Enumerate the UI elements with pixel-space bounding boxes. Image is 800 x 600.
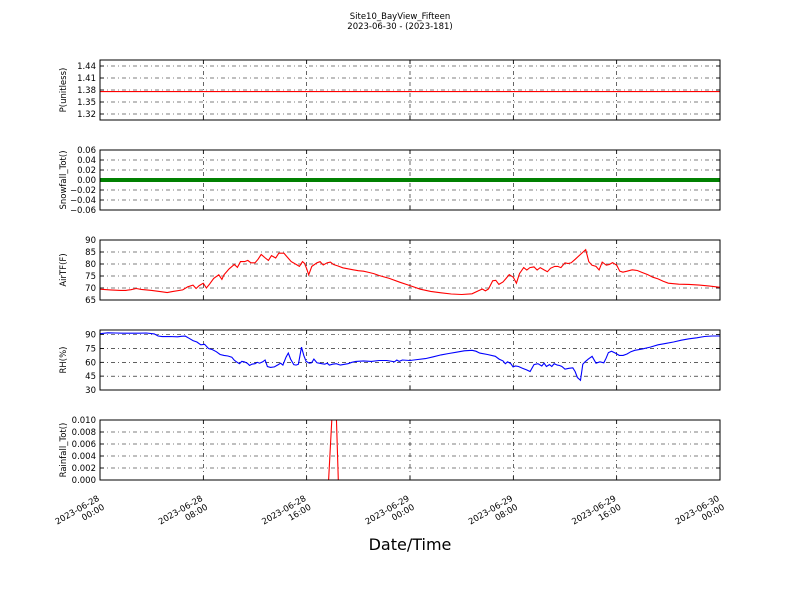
axes-frame (99, 419, 721, 481)
panels: 1.321.351.381.411.44P(unitless)−0.06−0.0… (59, 59, 721, 486)
y-tick-label: −0.04 (70, 196, 96, 206)
x-tick-label: 2023-06-2800:00 (54, 494, 107, 536)
y-tick-label: 0.008 (72, 428, 96, 438)
y-tick-label: 0.002 (72, 464, 96, 474)
panel-rainfall: 0.000 0.002 0.004 0.006 0.008 0.010Rainfall_T… (59, 416, 721, 486)
y-tick-label: −0.02 (70, 186, 96, 196)
axes-frame (99, 239, 721, 301)
y-tick-label: 0.004 (72, 452, 96, 462)
y-tick-label: 0.00 (77, 176, 96, 186)
x-tick-label: 2023-06-2816:00 (260, 494, 313, 536)
y-tick-label: −0.06 (70, 206, 96, 216)
y-tick-label: 75 (85, 344, 96, 354)
x-tick-label: 2023-06-2808:00 (157, 494, 210, 536)
x-tick-label: 2023-06-3000:00 (674, 494, 727, 536)
x-tick-label: 2023-06-2908:00 (467, 494, 520, 536)
axes-frame (99, 149, 721, 211)
y-tick-label: 85 (85, 248, 96, 258)
y-tick-label: 0.06 (77, 146, 96, 156)
y-tick-label: 0.006 (72, 440, 96, 450)
axes-frame (99, 329, 721, 391)
y-tick-label: 0.010 (72, 416, 96, 426)
y-tick-label: 1.32 (77, 110, 96, 120)
panel-p: 1.32 1.35 1.38 1.41 1.44 P(unitless) (59, 59, 721, 121)
y-axis-label-snowfall: Snowfall_Tot() (59, 150, 69, 209)
y-tick-label: 70 (85, 284, 96, 294)
y-tick-label: 1.38 (77, 86, 96, 96)
y-tick-label: 90 (85, 236, 96, 246)
y-tick-label: 80 (85, 260, 96, 270)
panel-rh: 30 45 60 75 90 RH(%) (59, 329, 721, 396)
x-tick-label: 2023-06-2900:00 (364, 494, 417, 536)
y-tick-label: 75 (85, 272, 96, 282)
y-tick-label: 60 (85, 358, 96, 368)
y-axis-label-rh: RH(%) (59, 346, 69, 373)
y-tick-label: 30 (85, 386, 96, 396)
y-tick-label: 0.02 (77, 166, 96, 176)
panel-snowfall: −0.06−0.04−0.020.000.020.040.06 Snowfall_… (59, 146, 721, 216)
axes-frame (99, 59, 721, 121)
y-tick-label: 1.41 (77, 74, 96, 84)
x-axis-label: Date/Time (369, 535, 452, 554)
chart-title-line2: 2023-06-30 - (2023-181) (347, 22, 452, 32)
series-line-rh (100, 332, 720, 382)
y-axis-label-rainfall: Rainfall_Tot() (59, 423, 69, 478)
x-tick-labels: 2023-06-2800:00 2023-06-2808:00 2023-06-28… (54, 494, 727, 536)
y-tick-label: 45 (85, 372, 96, 382)
y-tick-label: 0.04 (77, 156, 96, 166)
y-tick-label: 90 (85, 331, 96, 341)
y-tick-label: 0.000 (72, 476, 96, 486)
series-line-airtf (100, 248, 720, 296)
y-tick-label: 1.44 (77, 62, 96, 72)
y-tick-label: 65 (85, 296, 96, 306)
y-axis-label-airtf: AirTF(F) (59, 253, 69, 286)
panel-airtf: 65 70 75 80 85 90 AirTF(F) (59, 236, 721, 306)
x-tick-label: 2023-06-2916:00 (570, 494, 623, 536)
chart-title-line1: Site10_BayView_Fifteen (350, 12, 451, 22)
y-tick-label: 1.35 (77, 98, 96, 108)
y-axis-label-p: P(unitless) (59, 68, 69, 113)
